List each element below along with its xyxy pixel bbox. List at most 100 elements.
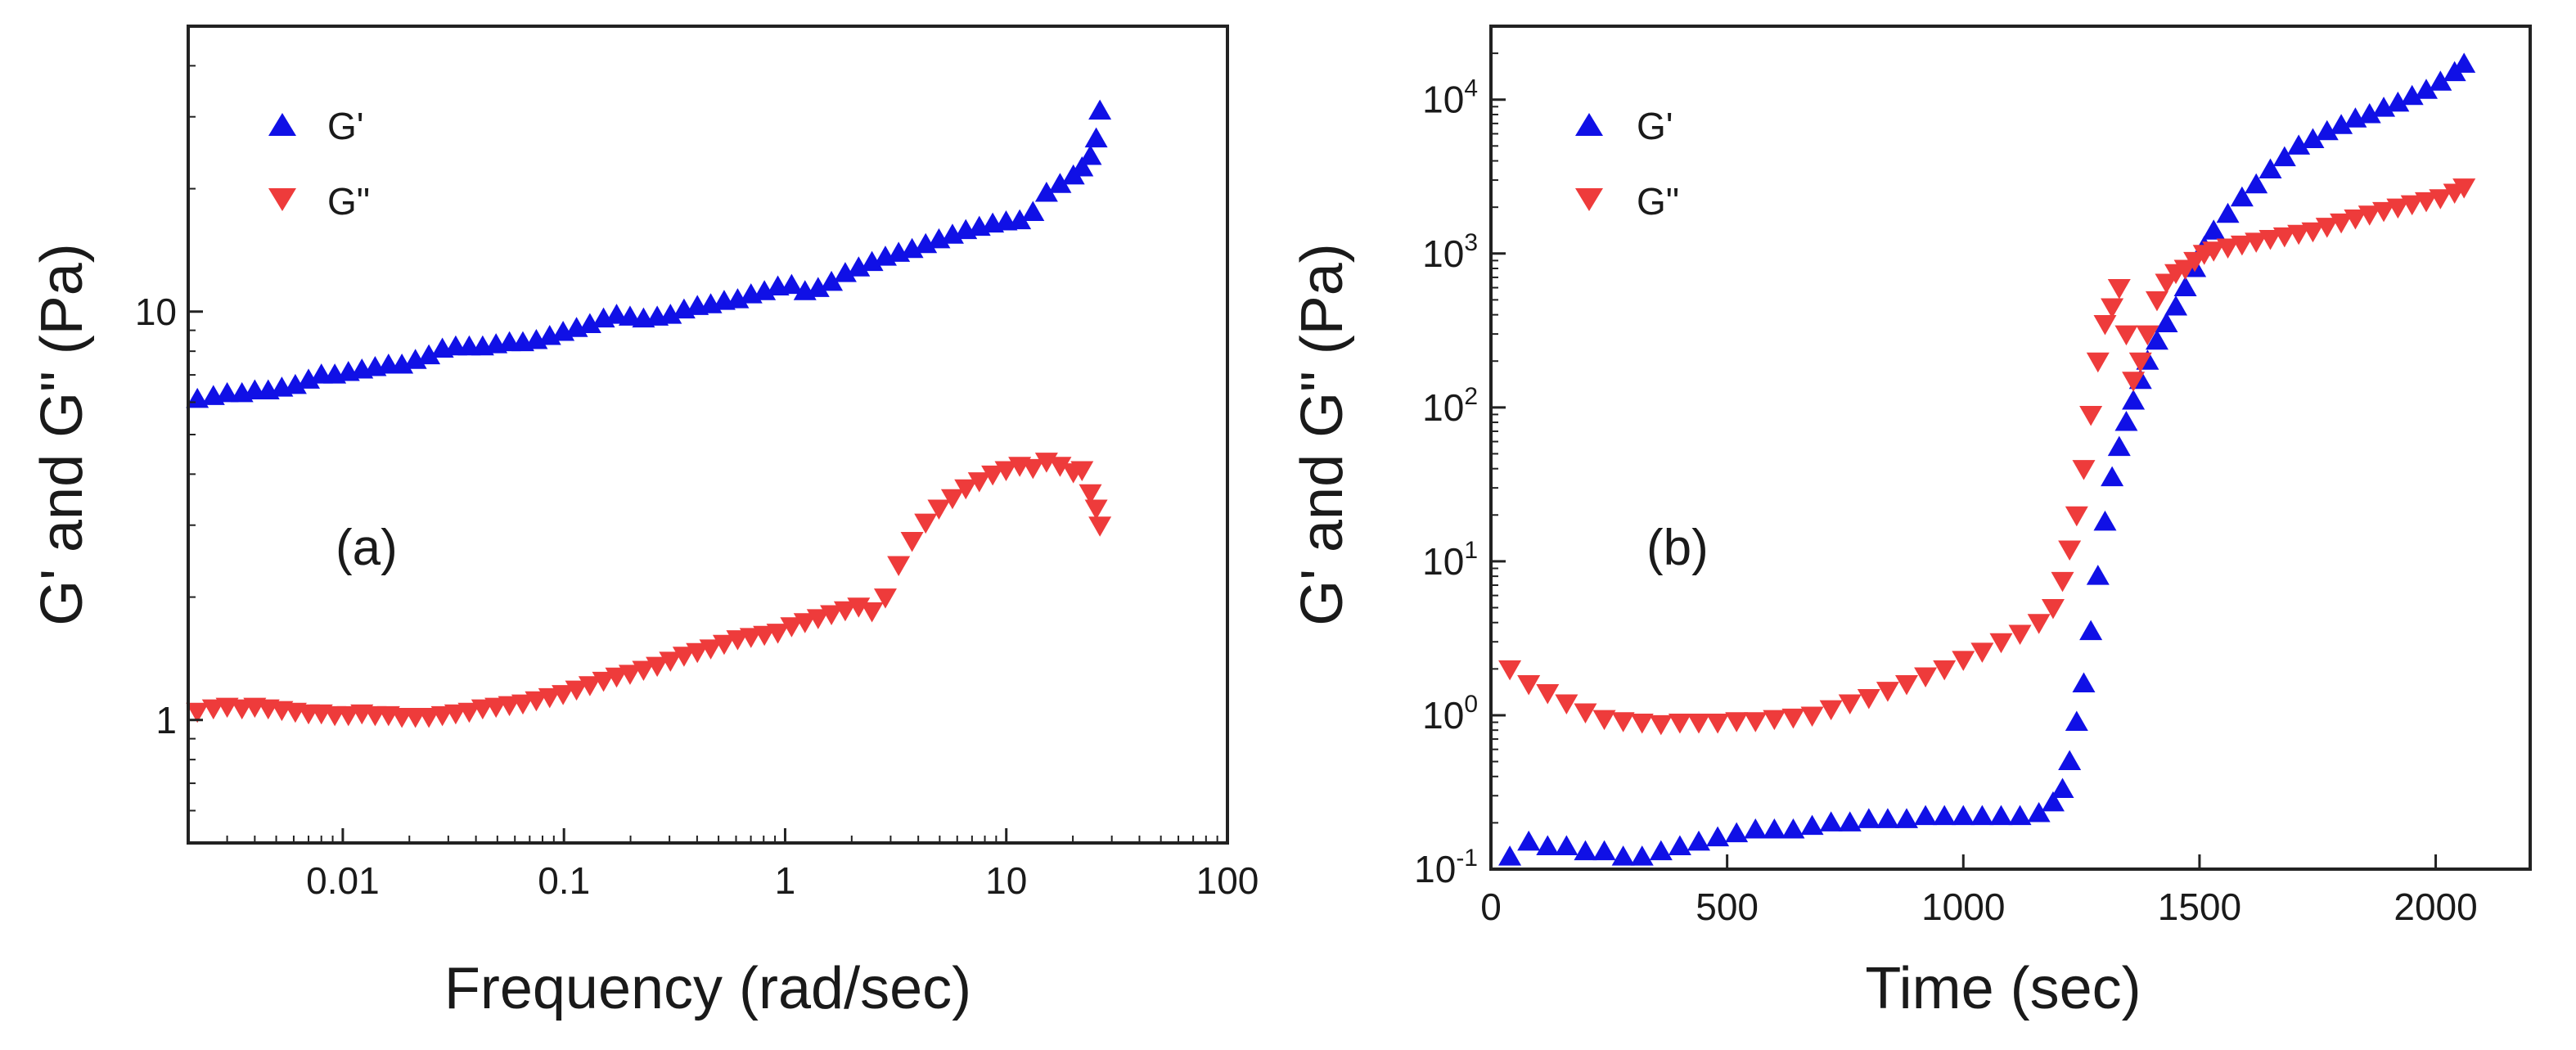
chart-b-point-gprime <box>1592 840 1616 861</box>
chart-b-point-gdoubleprime <box>1611 712 1635 732</box>
chart-a-point-gdoubleprime <box>592 671 615 692</box>
chart-a-x-tick-label: 1 <box>775 859 796 902</box>
chart-a-point-gdoubleprime <box>967 472 991 493</box>
chart-a-point-gdoubleprime <box>914 513 938 534</box>
chart-b-point-gprime <box>2272 146 2296 167</box>
chart-a-point-gprime <box>297 368 321 389</box>
chart-b-point-gdoubleprime <box>1857 689 1880 710</box>
chart-a-point-gdoubleprime <box>605 667 628 688</box>
chart-b-point-gprime <box>1781 818 1805 839</box>
chart-b-point-gprime <box>1517 830 1541 851</box>
chart-b-point-gprime <box>1611 845 1635 866</box>
chart-a-point-gdoubleprime <box>739 628 763 648</box>
chart-a-point-gdoubleprime <box>1070 461 1094 482</box>
chart-a-point-gprime <box>1088 99 1112 120</box>
chart-b-point-gprime <box>2301 128 2325 149</box>
chart-b-point-gdoubleprime <box>2315 218 2339 238</box>
chart-b-point-gprime <box>1819 811 1843 831</box>
chart-b-y-tick-label: 103 <box>1422 229 1478 275</box>
chart-b-point-gdoubleprime <box>2358 205 2381 226</box>
chart-b-point-gprime <box>1744 818 1768 839</box>
chart-b-point-gdoubleprime <box>1838 694 1862 715</box>
chart-a-point-gdoubleprime <box>457 702 481 723</box>
chart-a-legend-marker-gdoubleprime <box>268 188 296 211</box>
chart-a-x-axis-label: Frequency (rad/sec) <box>444 956 971 1021</box>
chart-b-point-gdoubleprime <box>1800 706 1824 727</box>
chart-b-point-gdoubleprime <box>2429 189 2452 210</box>
chart-a-point-gdoubleprime <box>981 465 1005 486</box>
chart-b-point-gdoubleprime <box>1763 710 1786 731</box>
chart-b-point-gdoubleprime <box>1668 714 1691 734</box>
chart-b-point-gprime <box>2086 565 2110 585</box>
chart-b-y-tick-label: 100 <box>1422 691 1478 737</box>
chart-b-x-tick-label: 1500 <box>2158 886 2241 928</box>
chart-a-points <box>186 99 1112 728</box>
chart-a-point-gdoubleprime <box>538 687 561 709</box>
chart-a-legend-label-gprime: G' <box>327 105 364 147</box>
chart-b-y-tick-label: 101 <box>1422 537 1478 583</box>
chart-b-point-gprime <box>1763 818 1786 839</box>
chart-b-legend-marker-gprime <box>1575 113 1603 136</box>
chart-a-point-gdoubleprime <box>618 665 642 685</box>
chart-b-point-gprime <box>2107 435 2131 457</box>
chart-b-point-gdoubleprime <box>1781 708 1805 729</box>
chart-b-point-gprime <box>2386 91 2410 112</box>
chart-b-x-tick-label: 500 <box>1696 886 1759 928</box>
chart-a-y-axis-label: G' and G" (Pa) <box>29 243 95 625</box>
chart-b-point-gdoubleprime <box>1895 675 1918 696</box>
chart-b-point-gprime <box>2452 52 2476 73</box>
chart-a-legend-marker-gprime <box>268 113 296 136</box>
chart-b-point-gdoubleprime <box>2301 222 2325 243</box>
chart-b-point-gdoubleprime <box>1536 683 1560 705</box>
chart-panel-a: 0.01 0.1 1 10 100 1 10 (a) Frequency (rad/sec)… <box>29 25 1259 1021</box>
chart-a-point-gdoubleprime <box>578 676 601 696</box>
chart-b-point-gprime <box>1970 804 1994 826</box>
chart-b-point-gdoubleprime <box>1649 714 1673 736</box>
chart-b-point-gprime <box>2287 134 2311 155</box>
chart-b-point-gdoubleprime <box>2101 298 2124 318</box>
chart-a-point-gprime <box>820 270 844 291</box>
chart-a-point-gdoubleprime <box>201 699 225 720</box>
chart-b-point-gdoubleprime <box>2272 227 2296 248</box>
chart-a-point-gdoubleprime <box>793 613 817 633</box>
chart-a-point-gdoubleprime <box>860 602 884 623</box>
chart-b-legend-marker-gdoubleprime <box>1575 188 1603 211</box>
chart-b-point-gdoubleprime <box>2145 291 2168 312</box>
chart-a-point-gdoubleprime <box>927 499 951 520</box>
chart-b-point-gdoubleprime <box>2230 235 2254 256</box>
chart-a-point-gdoubleprime <box>417 707 441 728</box>
chart-a-point-gdoubleprime <box>1079 484 1102 505</box>
chart-a-x-tick-label: 10 <box>985 859 1027 902</box>
chart-b-point-gprime <box>1536 835 1560 856</box>
chart-b-point-gprime <box>2079 620 2103 641</box>
chart-a-y-tick-label: 10 <box>135 291 177 333</box>
chart-b-point-gprime <box>1857 808 1880 828</box>
chart-b-x-axis-label: Time (sec) <box>1865 956 2141 1021</box>
chart-a-point-gprime <box>1079 145 1102 165</box>
chart-a-point-gdoubleprime <box>940 489 964 510</box>
chart-b-point-gprime <box>2259 158 2282 178</box>
chart-b-point-gdoubleprime <box>1914 667 1938 687</box>
chart-a-point-gdoubleprime <box>632 660 655 681</box>
chart-b-point-gprime <box>1706 826 1730 847</box>
chart-b-point-gprime <box>2415 79 2438 99</box>
chart-a-point-gdoubleprime <box>712 634 736 656</box>
chart-b-point-gprime <box>2051 777 2074 798</box>
chart-a-point-gdoubleprime <box>833 601 857 622</box>
chart-a-point-gdoubleprime <box>659 651 682 672</box>
chart-a-point-gprime <box>833 262 857 282</box>
chart-b-point-gprime <box>1989 804 2013 826</box>
chart-b-point-gprime <box>1895 808 1918 828</box>
chart-b-point-gdoubleprime <box>2452 178 2476 199</box>
chart-a-point-gdoubleprime <box>672 647 696 667</box>
chart-b-point-gprime <box>1649 840 1673 861</box>
chart-a-legend: G' G" <box>268 105 370 223</box>
chart-b-point-gdoubleprime <box>1819 700 1843 721</box>
chart-a-point-gprime <box>780 273 804 295</box>
chart-b-legend: G' G" <box>1575 105 1679 223</box>
chart-b-y-tick-label: 10-1 <box>1414 845 1478 890</box>
chart-a-point-gdoubleprime <box>646 656 669 678</box>
chart-b-point-gprime <box>1574 840 1597 861</box>
chart-a-x-tick-label: 0.1 <box>538 859 590 902</box>
